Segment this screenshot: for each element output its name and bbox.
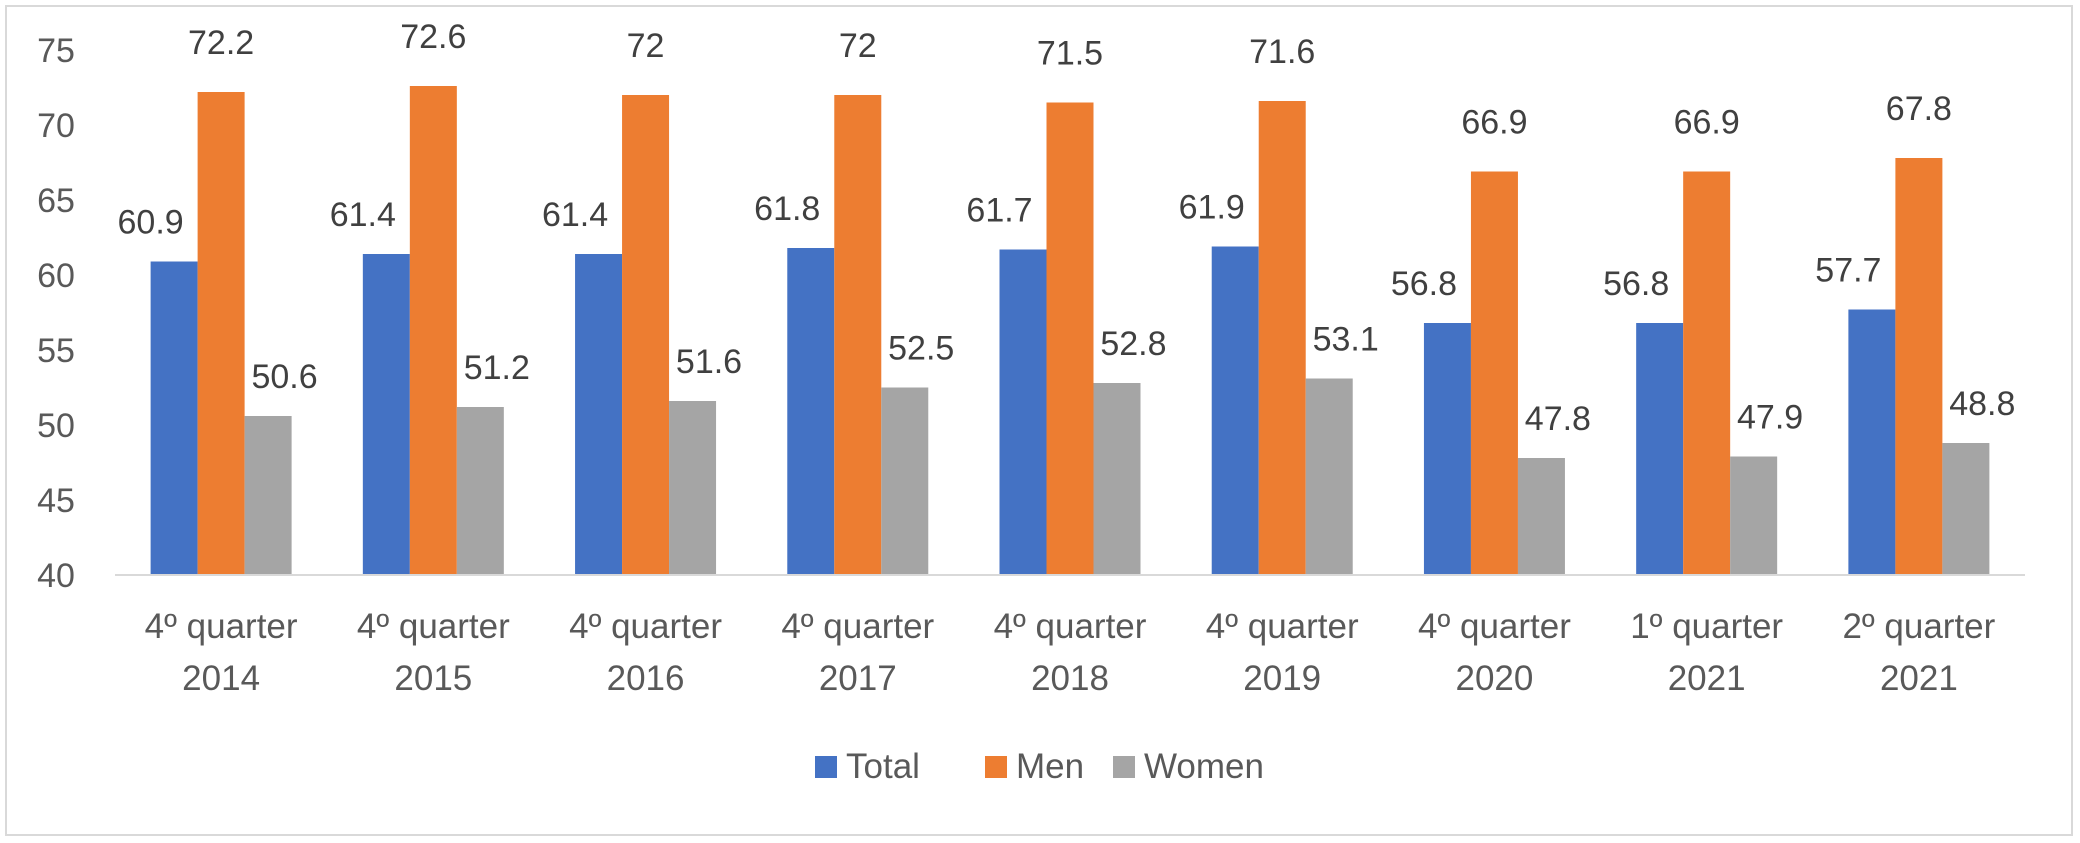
data-label: 66.9	[1674, 104, 1740, 142]
bar-men	[409, 86, 457, 575]
bar-men	[1046, 102, 1094, 575]
x-category-label: 2021	[1668, 659, 1746, 698]
data-label: 72	[839, 27, 877, 65]
data-label: 66.9	[1461, 104, 1527, 142]
y-tick-label: 60	[37, 257, 75, 295]
data-label: 47.9	[1737, 399, 1803, 437]
data-label: 48.8	[1949, 385, 2015, 423]
bar-women	[1093, 383, 1141, 575]
y-tick-label: 75	[37, 32, 75, 70]
data-label: 72.2	[188, 24, 254, 62]
data-label: 72.6	[400, 18, 466, 56]
data-label: 61.9	[1179, 189, 1245, 227]
legend-swatch-men	[985, 756, 1007, 778]
bar-men	[1258, 101, 1306, 575]
data-label: 51.2	[464, 349, 530, 387]
bar-women	[244, 416, 292, 575]
legend-label-men: Men	[1016, 747, 1084, 786]
y-tick-label: 45	[37, 482, 75, 520]
data-label: 57.7	[1815, 252, 1881, 290]
legend-swatch-total	[815, 756, 837, 778]
x-category-label: 2015	[394, 659, 472, 698]
x-category-label: 4º quarter	[569, 607, 722, 646]
data-label: 52.5	[888, 330, 954, 368]
bar-total	[1423, 323, 1471, 575]
x-category-label: 2016	[607, 659, 685, 698]
x-category-label: 4º quarter	[781, 607, 934, 646]
bar-women	[456, 407, 504, 575]
bar-women	[669, 401, 717, 575]
y-tick-label: 70	[37, 107, 75, 145]
x-category-label: 2019	[1243, 659, 1321, 698]
bar-men	[197, 92, 245, 575]
data-label: 61.4	[542, 196, 608, 234]
data-label: 71.5	[1037, 35, 1103, 73]
legend-label-women: Women	[1144, 747, 1264, 786]
data-label: 51.6	[676, 343, 742, 381]
data-label: 53.1	[1313, 321, 1379, 359]
data-label: 71.6	[1249, 33, 1315, 71]
x-category-label: 2º quarter	[1842, 607, 1995, 646]
y-tick-label: 40	[37, 557, 75, 595]
bar-women	[1730, 456, 1778, 575]
data-label: 50.6	[251, 358, 317, 396]
bar-total	[362, 254, 410, 575]
y-tick-label: 65	[37, 182, 75, 220]
data-label: 60.9	[118, 204, 184, 242]
data-label: 61.4	[330, 196, 396, 234]
bar-women	[881, 387, 929, 575]
x-category-label: 4º quarter	[357, 607, 510, 646]
bar-total	[575, 254, 623, 575]
data-label: 56.8	[1603, 265, 1669, 303]
bar-men	[1470, 171, 1518, 575]
x-category-label: 1º quarter	[1630, 607, 1783, 646]
bar-men	[1683, 171, 1731, 575]
x-category-label: 4º quarter	[994, 607, 1147, 646]
bar-total	[1848, 309, 1896, 575]
x-category-label: 2018	[1031, 659, 1109, 698]
x-category-label: 4º quarter	[145, 607, 298, 646]
data-label: 61.8	[754, 190, 820, 228]
bar-women	[1942, 443, 1990, 575]
legend-label-total: Total	[846, 747, 920, 786]
data-label: 52.8	[1100, 325, 1166, 363]
bar-total	[150, 261, 198, 575]
data-label: 56.8	[1391, 265, 1457, 303]
bar-total	[999, 249, 1047, 575]
bar-total	[1636, 323, 1684, 575]
x-category-label: 2014	[182, 659, 260, 698]
bar-men	[622, 95, 670, 575]
bar-total	[787, 248, 835, 575]
x-category-label: 2020	[1456, 659, 1534, 698]
data-label: 61.7	[966, 192, 1032, 230]
y-tick-label: 55	[37, 332, 75, 370]
bar-men	[1895, 158, 1943, 575]
bar-total	[1211, 246, 1259, 575]
legend-swatch-women	[1113, 756, 1135, 778]
y-tick-label: 50	[37, 407, 75, 445]
bar-women	[1305, 378, 1353, 575]
data-label: 47.8	[1525, 400, 1591, 438]
x-category-label: 2021	[1880, 659, 1958, 698]
bar-men	[834, 95, 882, 575]
x-category-label: 4º quarter	[1418, 607, 1571, 646]
x-category-label: 4º quarter	[1206, 607, 1359, 646]
bar-women	[1517, 458, 1565, 575]
data-label: 67.8	[1886, 90, 1952, 128]
x-category-label: 2017	[819, 659, 897, 698]
data-label: 72	[627, 27, 665, 65]
